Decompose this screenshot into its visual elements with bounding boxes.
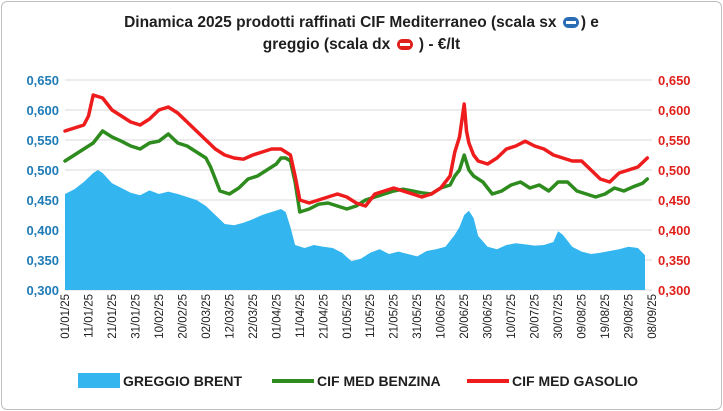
x-tick-label: 30/07/25	[553, 294, 565, 339]
x-tick-label: 22/03/25	[248, 294, 260, 339]
right-arrow-icon	[396, 39, 413, 51]
y-left-tick-label: 0,300	[26, 283, 59, 298]
x-tick-label: 21/04/25	[318, 294, 330, 339]
x-tick-label: 31/05/25	[412, 294, 424, 339]
x-tick-label: 01/01/25	[60, 294, 72, 339]
y-right-tick-label: 0,350	[658, 253, 691, 268]
y-left-tick-label: 0,350	[26, 253, 59, 268]
y-right-tick-label: 0,650	[658, 73, 691, 88]
x-tick-label: 01/04/25	[271, 294, 283, 339]
x-tick-label: 08/09/25	[647, 294, 659, 339]
left-arrow-icon	[562, 17, 579, 29]
x-tick-label: 29/08/25	[624, 294, 636, 339]
x-tick-label: 11/05/25	[365, 294, 377, 338]
x-tick-label: 21/05/25	[389, 294, 401, 339]
x-tick-label: 21/01/25	[107, 294, 119, 339]
x-tick-label: 02/03/25	[201, 294, 213, 339]
legend-label: GREGGIO BRENT	[123, 373, 242, 389]
chart-title: Dinamica 2025 prodotti raffinati CIF Med…	[0, 12, 723, 56]
y-left-tick-label: 0,550	[26, 133, 59, 148]
x-tick-label: 20/06/25	[459, 294, 471, 339]
x-tick-label: 20/07/25	[530, 294, 542, 339]
x-tick-label: 20/02/25	[177, 294, 189, 339]
x-tick-label: 10/07/25	[506, 294, 518, 339]
x-tick-label: 30/06/25	[483, 294, 495, 339]
legend-label: CIF MED BENZINA	[317, 373, 441, 389]
x-tick-label: 11/01/25	[83, 294, 95, 338]
x-tick-label: 11/04/25	[295, 294, 307, 338]
series-cif-med-gasolio-line	[63, 93, 650, 208]
y-left-tick-label: 0,650	[26, 73, 59, 88]
y-left-tick-label: 0,400	[26, 223, 59, 238]
y-left-tick-label: 0,500	[26, 163, 59, 178]
y-right-tick-label: 0,550	[658, 133, 691, 148]
legend-swatch-greggio-brent	[78, 373, 120, 388]
x-tick-label: 10/06/25	[436, 294, 448, 339]
x-tick-label: 09/08/25	[577, 294, 589, 339]
y-right-tick-label: 0,600	[658, 103, 691, 118]
series-greggio-brent-area	[65, 170, 645, 290]
y-left-tick-label: 0,600	[26, 103, 59, 118]
x-tick-label: 10/02/25	[154, 294, 166, 339]
y-right-tick-label: 0,400	[658, 223, 691, 238]
title-line-2: greggio (scala dx ) - €/lt	[262, 36, 461, 53]
y-right-tick-label: 0,450	[658, 193, 691, 208]
title-line-1: Dinamica 2025 prodotti raffinati CIF Med…	[124, 14, 599, 31]
x-tick-label: 12/03/25	[224, 294, 236, 339]
y-left-tick-label: 0,450	[26, 193, 59, 208]
x-tick-label: 19/08/25	[600, 294, 612, 339]
y-right-tick-label: 0,500	[658, 163, 691, 178]
legend-label: CIF MED GASOLIO	[512, 373, 638, 389]
x-tick-label: 01/05/25	[342, 294, 354, 339]
x-tick-label: 31/01/25	[130, 294, 142, 339]
y-right-tick-label: 0,300	[658, 283, 691, 298]
